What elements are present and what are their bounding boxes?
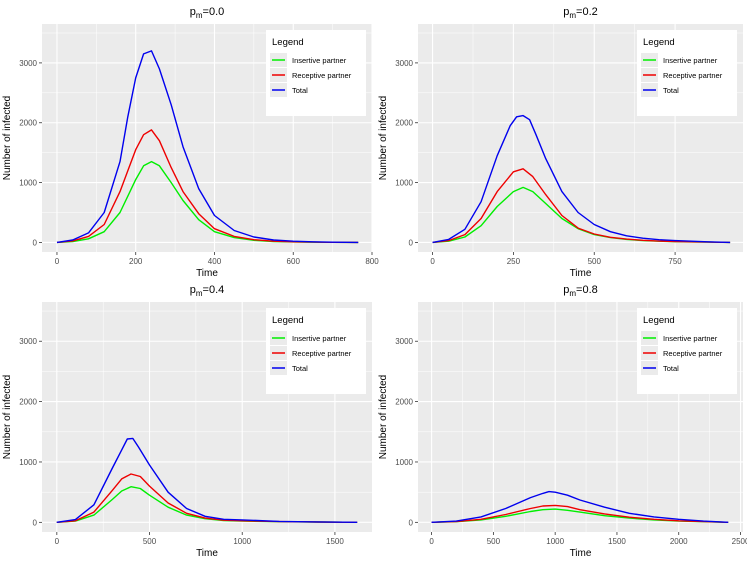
legend: Legend Insertive partner Receptive partner… [266, 30, 366, 116]
y-tick-label: 3000 [395, 59, 413, 68]
legend-entry-label: Insertive partner [292, 334, 347, 343]
legend: Legend Insertive partner Receptive partner… [637, 30, 737, 116]
series-line-total [432, 114, 731, 244]
panel-1: 0 200 400 600 800 0 1000 2000 3000 Time Number of … [2, 6, 379, 279]
y-tick-label: 0 [409, 518, 414, 527]
legend: Legend Insertive partner Receptive partner… [266, 308, 366, 394]
y-axis-label: Number of infected [2, 375, 13, 460]
legend-entry-label: Receptive partner [663, 349, 723, 358]
legend-entry-label: Total [292, 364, 308, 373]
legend-entry-label: Total [292, 86, 308, 95]
y-tick-label: 0 [409, 238, 414, 247]
panel-title: pm=0.0 [190, 6, 225, 20]
panel-3: 0 500 1000 1500 0 1000 2000 3000 Time Number of i… [2, 284, 372, 559]
series-line-receptive-partner [432, 168, 731, 244]
x-tick-label: 1500 [326, 537, 344, 546]
x-tick-label: 0 [430, 257, 435, 266]
y-axis-label: Number of infected [378, 96, 389, 181]
series-line-receptive-partner [431, 504, 729, 523]
y-tick-label: 3000 [395, 337, 413, 346]
legend-title: Legend [643, 37, 675, 48]
y-tick-label: 2000 [19, 119, 37, 128]
y-tick-label: 2000 [395, 119, 413, 128]
x-tick-label: 600 [287, 257, 301, 266]
legend: Legend Insertive partner Receptive partner… [637, 308, 737, 394]
y-tick-label: 1000 [395, 179, 413, 188]
legend-title: Legend [643, 315, 675, 326]
panel-title: pm=0.2 [563, 6, 598, 20]
y-tick-label: 3000 [19, 59, 37, 68]
y-tick-label: 2000 [395, 398, 413, 407]
legend-entry-label: Receptive partner [292, 349, 352, 358]
legend-entry-label: Total [663, 86, 679, 95]
legend-entry-label: Receptive partner [663, 71, 723, 80]
x-axis-label: Time [196, 268, 218, 279]
x-tick-label: 2000 [670, 537, 688, 546]
x-axis-label: Time [196, 548, 218, 559]
panel-2: 0 250 500 750 0 1000 2000 3000 Time Number of inf… [378, 6, 743, 279]
x-axis-label: Time [570, 548, 592, 559]
legend-entry-label: Total [663, 364, 679, 373]
x-tick-label: 0 [55, 537, 60, 546]
x-tick-label: 500 [487, 537, 501, 546]
x-tick-label: 1500 [608, 537, 626, 546]
x-tick-label: 200 [129, 257, 143, 266]
series-line-total [56, 50, 359, 244]
x-tick-label: 400 [208, 257, 222, 266]
x-tick-label: 1000 [233, 537, 251, 546]
y-tick-label: 1000 [19, 458, 37, 467]
y-tick-label: 1000 [395, 458, 413, 467]
x-tick-label: 800 [365, 257, 379, 266]
x-axis-label: Time [570, 268, 592, 279]
y-axis-label: Number of infected [378, 375, 389, 460]
panel-title: pm=0.4 [190, 284, 225, 298]
legend-entry-label: Insertive partner [663, 334, 718, 343]
y-tick-label: 2000 [19, 398, 37, 407]
x-tick-label: 750 [668, 257, 682, 266]
x-tick-label: 250 [507, 257, 521, 266]
series-line-total [56, 437, 358, 523]
legend-entry-label: Insertive partner [292, 56, 347, 65]
legend-entry-label: Insertive partner [663, 56, 718, 65]
x-tick-label: 500 [588, 257, 602, 266]
y-tick-label: 0 [33, 518, 38, 527]
y-tick-label: 0 [33, 238, 38, 247]
x-tick-label: 500 [143, 537, 157, 546]
series-line-total [431, 490, 729, 523]
x-tick-label: 1000 [546, 537, 564, 546]
x-tick-label: 0 [55, 257, 60, 266]
y-tick-label: 3000 [19, 337, 37, 346]
x-tick-label: 0 [429, 537, 434, 546]
legend-entry-label: Receptive partner [292, 71, 352, 80]
y-axis-label: Number of infected [2, 96, 13, 181]
legend-title: Legend [272, 37, 304, 48]
y-tick-label: 1000 [19, 179, 37, 188]
legend-title: Legend [272, 315, 304, 326]
panel-title: pm=0.8 [563, 284, 598, 298]
